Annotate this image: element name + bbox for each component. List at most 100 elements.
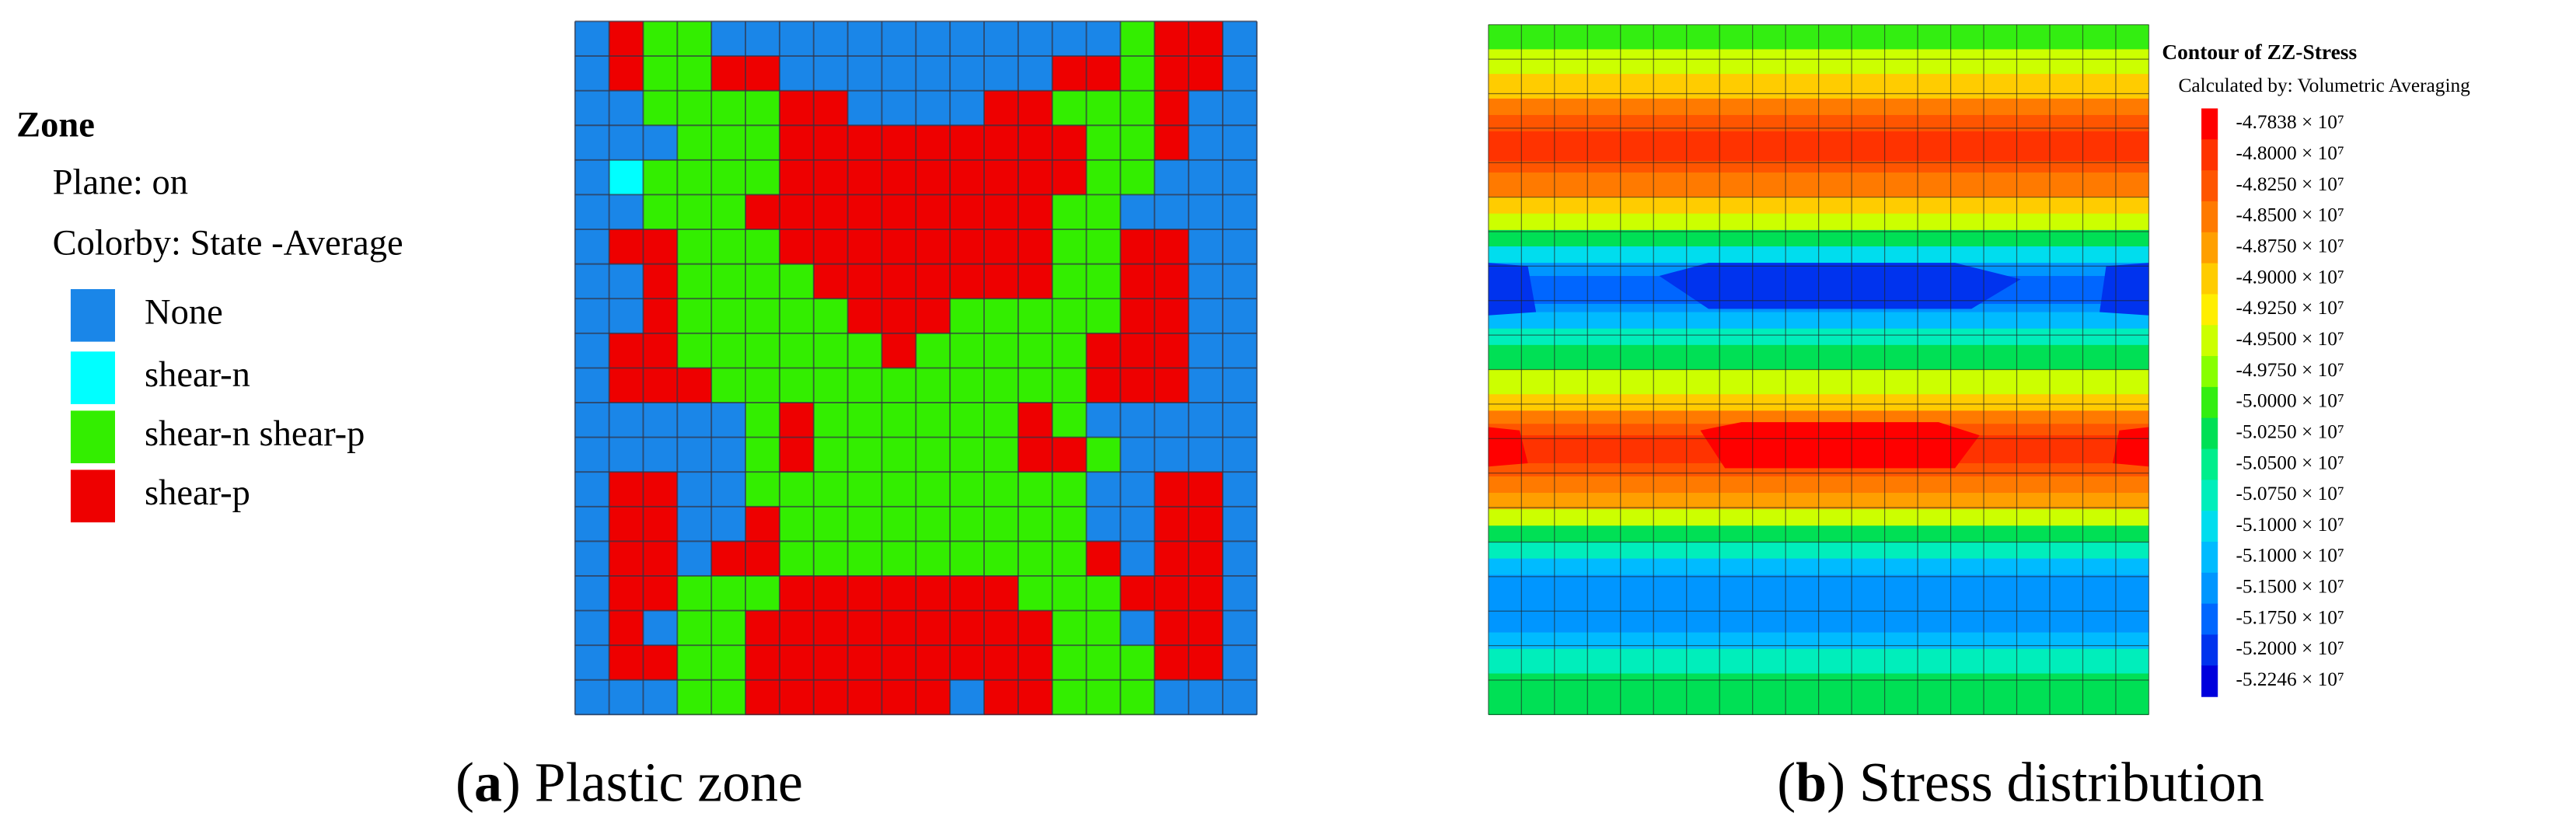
zone-cell (847, 506, 883, 543)
zone-cell (1189, 575, 1223, 612)
legend-label: -5.1000 × 10⁷ (2236, 545, 2344, 567)
zone-cell (609, 298, 644, 334)
zone-cell (847, 403, 883, 438)
zone-cell (847, 90, 883, 126)
zone-cell (745, 645, 780, 681)
legend-label: -4.8750 × 10⁷ (2236, 235, 2344, 256)
zone-cell (711, 263, 746, 299)
zone-cell (950, 575, 985, 612)
zone-cell (745, 229, 780, 265)
caption: (a) Plastic zone (456, 752, 803, 814)
zone-cell (711, 90, 746, 126)
zone-cell (1052, 437, 1087, 473)
legend-swatch (2201, 417, 2218, 450)
zone-cell (745, 21, 780, 57)
zone-cell (813, 194, 849, 230)
legend-label: -5.0500 × 10⁷ (2236, 452, 2344, 473)
zone-cell (1086, 159, 1122, 196)
zone-cell (779, 610, 815, 646)
zone-cell (1017, 333, 1053, 369)
zone-cell (574, 125, 610, 161)
zone-cell (609, 368, 644, 403)
legend-swatch (2201, 634, 2218, 666)
zone-cell (1017, 298, 1053, 334)
zone-cell (847, 159, 883, 196)
zone-cell (1052, 263, 1087, 299)
zone-cell (677, 645, 712, 681)
zone-cell (984, 541, 1019, 577)
zone-cell (1154, 645, 1189, 681)
zone-cell (677, 437, 712, 473)
zone-cell (1086, 403, 1122, 438)
zone-cell (677, 679, 712, 715)
zone-cell (916, 21, 951, 57)
legend-label: -4.9500 × 10⁷ (2236, 328, 2344, 350)
legend-swatch (2201, 511, 2218, 543)
zone-cell (745, 298, 780, 334)
zone-cell (984, 610, 1019, 646)
zone-cell (1017, 56, 1053, 92)
zone-cell (881, 298, 916, 334)
caption-part: ) Stress distribution (1827, 752, 2264, 814)
zone-cell (813, 21, 849, 57)
zone-cell (643, 610, 678, 646)
zone-cell (847, 541, 883, 577)
zone-cell (677, 125, 712, 161)
zone-cell (643, 298, 678, 334)
zone-cell (1154, 229, 1189, 265)
zone-cell (916, 403, 951, 438)
panel-b: Contour of ZZ-Stress Calculated by: Volu… (1488, 24, 2470, 814)
zone-cell (609, 90, 644, 126)
zone-cell (1086, 645, 1122, 681)
zone-cell (950, 21, 985, 57)
zone-cell (643, 679, 678, 715)
legend-label: -5.0000 × 10⁷ (2236, 390, 2344, 412)
zone-cell (1052, 610, 1087, 646)
zone-cell (950, 229, 985, 265)
zone-cell (984, 437, 1019, 473)
zone-cell (881, 575, 916, 612)
zone-cell (779, 263, 815, 299)
zone-cell (1189, 298, 1223, 334)
zone-cell (1017, 368, 1053, 403)
zone-cell (881, 610, 916, 646)
zone-cell (916, 610, 951, 646)
legend-swatch (2201, 448, 2218, 480)
zone-cell (745, 679, 780, 715)
legend-label: -5.0250 × 10⁷ (2236, 420, 2344, 442)
zone-cell (574, 194, 610, 230)
zone-cell (1222, 125, 1258, 161)
zone-cell (916, 541, 951, 577)
zone-cell (609, 159, 644, 196)
zone-cell (1120, 403, 1155, 438)
zone-cell (574, 610, 610, 646)
zone-cell (574, 506, 610, 543)
zone-cell (643, 472, 678, 508)
zone-cell (950, 506, 985, 543)
zone-cell (1086, 263, 1122, 299)
zone-cell (950, 125, 985, 161)
zone-cell (881, 679, 916, 715)
zone-cell (1052, 645, 1087, 681)
zone-cell (643, 333, 678, 369)
zone-cell (711, 610, 746, 646)
zone-cell (677, 263, 712, 299)
zone-cell (1086, 368, 1122, 403)
zone-cell (1189, 472, 1223, 508)
zone-cell (745, 610, 780, 646)
zone-cell (574, 541, 610, 577)
zone-cell (984, 90, 1019, 126)
zone-cell (1189, 679, 1223, 715)
zone-cell (1120, 263, 1155, 299)
zone-cell (677, 333, 712, 369)
zone-cell (1222, 21, 1258, 57)
zone-cell (1086, 679, 1122, 715)
zone-cell (643, 506, 678, 543)
zone-cell (1120, 437, 1155, 473)
zone-cell (916, 263, 951, 299)
zone-cell (609, 229, 644, 265)
legend-swatch (2201, 263, 2218, 295)
zone-cell (779, 403, 815, 438)
zone-cell (711, 229, 746, 265)
legend-line: Colorby: State -Average (53, 224, 403, 263)
